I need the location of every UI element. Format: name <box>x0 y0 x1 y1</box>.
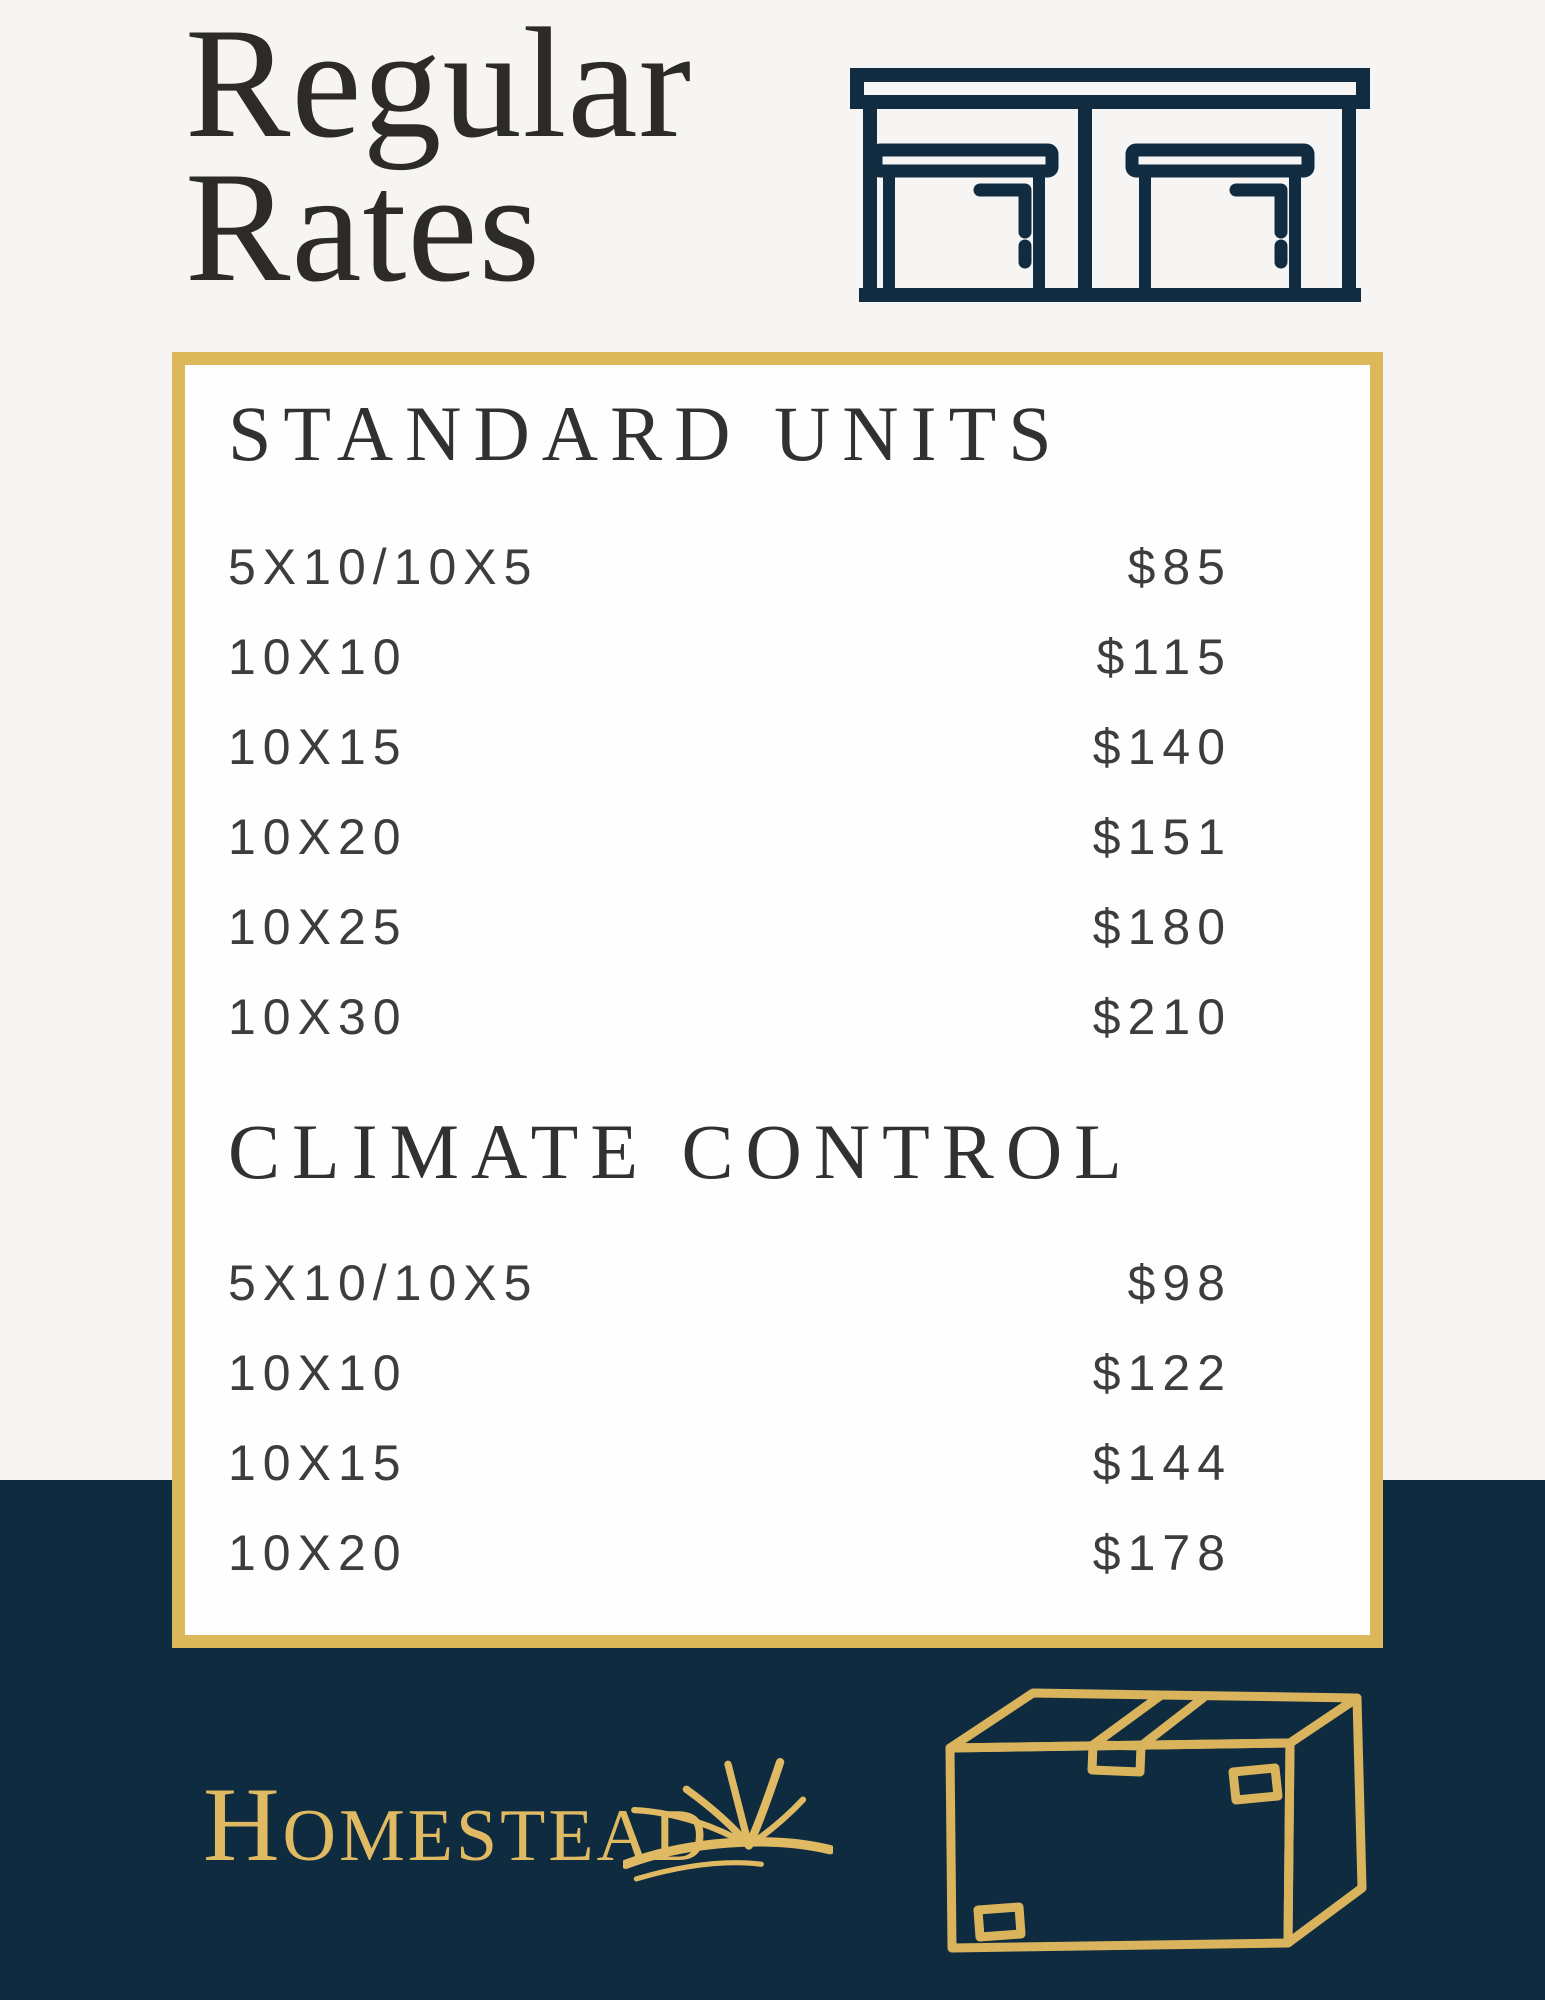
page-title-line2: Rates <box>185 140 542 315</box>
unit-price: $85 <box>1127 539 1232 595</box>
section-heading-standard: STANDARD UNITS <box>228 390 1064 477</box>
unit-size-label: 10X15 <box>228 719 408 775</box>
unit-price: $122 <box>1092 1345 1232 1401</box>
page-title-line1: Regular <box>185 0 693 171</box>
rate-row: 10X30 $210 <box>228 972 1232 1062</box>
unit-size-label: 10X20 <box>228 1525 408 1581</box>
page-title: Regular Rates <box>185 0 693 315</box>
rate-row: 10X20 $151 <box>228 792 1232 882</box>
unit-price: $144 <box>1092 1435 1232 1491</box>
brand-name: Homestead <box>203 1766 710 1883</box>
rate-row: 10X15 $144 <box>228 1418 1232 1508</box>
unit-size-label: 10X10 <box>228 629 408 685</box>
unit-price: $180 <box>1092 899 1232 955</box>
rate-row: 10X20 $178 <box>228 1508 1232 1598</box>
unit-price: $151 <box>1092 809 1232 865</box>
unit-size-label: 10X20 <box>228 809 408 865</box>
unit-size-label: 10X15 <box>228 1435 408 1491</box>
grass-swoosh-icon <box>623 1758 833 1882</box>
unit-price: $210 <box>1092 989 1232 1045</box>
unit-size-label: 5X10/10X5 <box>228 539 539 595</box>
rates-card: STANDARD UNITS 5X10/10X5 $85 10X10 $115 … <box>172 352 1383 1648</box>
unit-price: $178 <box>1092 1525 1232 1581</box>
unit-price: $140 <box>1092 719 1232 775</box>
moving-box-icon <box>945 1688 1367 1953</box>
homestead-logo: Homestead <box>203 1758 863 1932</box>
storage-units-icon <box>850 68 1370 302</box>
rate-row: 10X15 $140 <box>228 702 1232 792</box>
unit-size-label: 10X25 <box>228 899 408 955</box>
section-heading-climate: CLIMATE CONTROL <box>228 1108 1134 1195</box>
unit-price: $115 <box>1096 629 1232 685</box>
unit-price: $98 <box>1127 1255 1232 1311</box>
unit-size-label: 10X30 <box>228 989 408 1045</box>
rate-row: 10X10 $115 <box>228 612 1232 702</box>
rate-row: 10X25 $180 <box>228 882 1232 972</box>
unit-size-label: 10X10 <box>228 1345 408 1401</box>
rate-row: 5X10/10X5 $98 <box>228 1238 1232 1328</box>
rate-row: 5X10/10X5 $85 <box>228 522 1232 612</box>
unit-size-label: 5X10/10X5 <box>228 1255 539 1311</box>
rate-row: 10X10 $122 <box>228 1328 1232 1418</box>
